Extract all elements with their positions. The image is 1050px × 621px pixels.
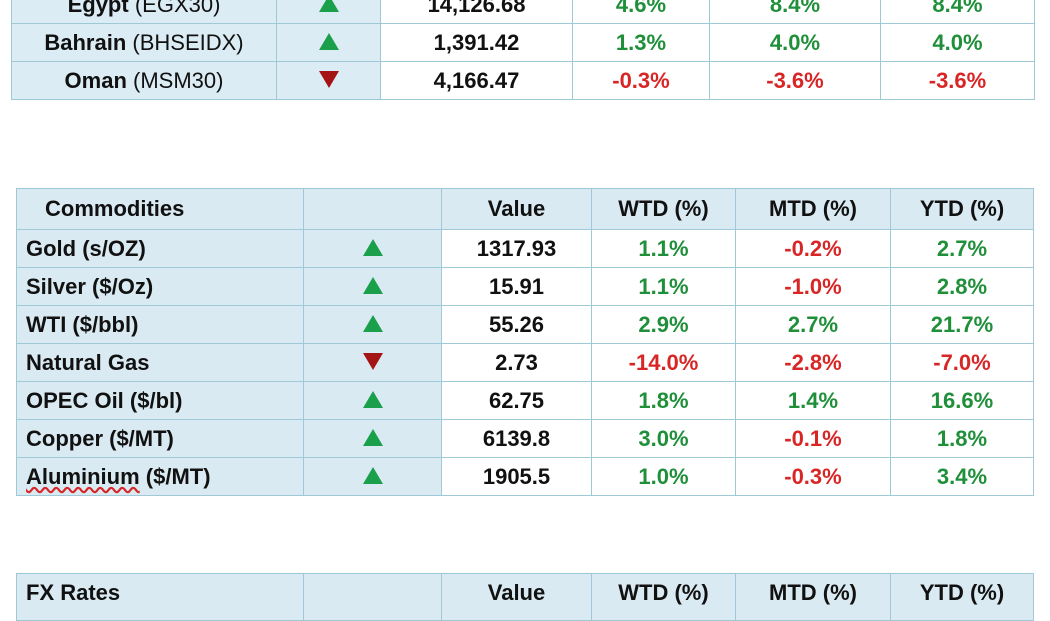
ytd-value: -7.0% [890, 343, 1034, 382]
wtd-value: 3.0% [591, 419, 736, 458]
table-header-row: Commodities Value WTD (%) MTD (%) YTD (%… [16, 188, 1034, 230]
commodities-table: Commodities Value WTD (%) MTD (%) YTD (%… [16, 188, 1034, 496]
header-blank [303, 573, 442, 621]
index-name-cell: Bahrain (BHSEIDX) [11, 23, 277, 62]
header-mtd: MTD (%) [735, 188, 891, 230]
index-name-cell: Oman (MSM30) [11, 61, 277, 100]
table-row: Gold (s/OZ) 1317.93 1.1% -0.2% 2.7% [16, 229, 1034, 268]
triangle-up-icon [362, 466, 383, 484]
wtd-value: 2.9% [591, 305, 736, 344]
wtd-value: -0.3% [572, 61, 710, 100]
index-value: 4,166.47 [380, 61, 573, 100]
direction-cell [303, 305, 442, 344]
spellcheck-word: Aluminium [26, 463, 140, 489]
header-wtd: WTD (%) [591, 573, 736, 621]
commodity-name: WTI ($/bbl) [16, 305, 304, 344]
commodity-value: 15.91 [441, 267, 592, 306]
wtd-value: 1.8% [591, 381, 736, 420]
header-value: Value [441, 573, 592, 621]
table-row: Copper ($/MT) 6139.8 3.0% -0.1% 1.8% [16, 419, 1034, 458]
header-ytd: YTD (%) [890, 188, 1034, 230]
direction-cell [303, 267, 442, 306]
triangle-down-icon [362, 352, 383, 370]
commodity-name: Silver ($/Oz) [16, 267, 304, 306]
ytd-value: 21.7% [890, 305, 1034, 344]
header-value: Value [441, 188, 592, 230]
commodity-name: Copper ($/MT) [16, 419, 304, 458]
wtd-value: 1.1% [591, 267, 736, 306]
direction-cell [303, 229, 442, 268]
mtd-value: 4.0% [709, 23, 881, 62]
header-blank [303, 188, 442, 230]
triangle-up-icon [318, 0, 339, 12]
commodity-name: OPEC Oil ($/bl) [16, 381, 304, 420]
direction-cell [303, 343, 442, 382]
mtd-value: 1.4% [735, 381, 891, 420]
ytd-value: 1.8% [890, 419, 1034, 458]
commodity-value: 2.73 [441, 343, 592, 382]
fx-rates-table: FX Rates Value WTD (%) MTD (%) YTD (%) [16, 573, 1034, 621]
index-name-cell: Egypt (EGX30) [11, 0, 277, 24]
table-row: Silver ($/Oz) 15.91 1.1% -1.0% 2.8% [16, 267, 1034, 306]
ytd-value: 4.0% [880, 23, 1035, 62]
wtd-value: 1.3% [572, 23, 710, 62]
table-header-row: FX Rates Value WTD (%) MTD (%) YTD (%) [16, 573, 1034, 621]
triangle-up-icon [362, 238, 383, 256]
table-row: WTI ($/bbl) 55.26 2.9% 2.7% 21.7% [16, 305, 1034, 344]
table-row: Aluminium ($/MT) 1905.5 1.0% -0.3% 3.4% [16, 457, 1034, 496]
header-commodities: Commodities [16, 188, 304, 230]
mtd-value: -3.6% [709, 61, 881, 100]
mtd-value: -2.8% [735, 343, 891, 382]
header-fx-rates: FX Rates [16, 573, 304, 621]
commodity-value: 62.75 [441, 381, 592, 420]
ytd-value: 2.7% [890, 229, 1034, 268]
header-wtd: WTD (%) [591, 188, 736, 230]
ytd-value: 2.8% [890, 267, 1034, 306]
mtd-value: -0.2% [735, 229, 891, 268]
header-ytd: YTD (%) [890, 573, 1034, 621]
direction-cell [276, 0, 381, 24]
table-row: Natural Gas 2.73 -14.0% -2.8% -7.0% [16, 343, 1034, 382]
triangle-up-icon [362, 276, 383, 294]
wtd-value: 1.1% [591, 229, 736, 268]
triangle-up-icon [318, 32, 339, 50]
mtd-value: -1.0% [735, 267, 891, 306]
commodity-name: Natural Gas [16, 343, 304, 382]
commodity-name: Aluminium ($/MT) [16, 457, 304, 496]
ytd-value: 3.4% [890, 457, 1034, 496]
ytd-value: -3.6% [880, 61, 1035, 100]
ytd-value: 8.4% [880, 0, 1035, 24]
table-row: Oman (MSM30) 4,166.47 -0.3% -3.6% -3.6% [11, 61, 1035, 100]
commodity-name: Gold (s/OZ) [16, 229, 304, 268]
mtd-value: 8.4% [709, 0, 881, 24]
direction-cell [303, 419, 442, 458]
table-row: OPEC Oil ($/bl) 62.75 1.8% 1.4% 16.6% [16, 381, 1034, 420]
header-mtd: MTD (%) [735, 573, 891, 621]
direction-cell [276, 61, 381, 100]
commodity-value: 6139.8 [441, 419, 592, 458]
triangle-up-icon [362, 428, 383, 446]
index-value: 14,126.68 [380, 0, 573, 24]
indices-table: Egypt (EGX30) 14,126.68 4.6% 8.4% 8.4% B… [11, 0, 1035, 100]
wtd-value: -14.0% [591, 343, 736, 382]
table-row: Egypt (EGX30) 14,126.68 4.6% 8.4% 8.4% [11, 0, 1035, 24]
mtd-value: 2.7% [735, 305, 891, 344]
wtd-value: 1.0% [591, 457, 736, 496]
triangle-up-icon [362, 314, 383, 332]
direction-cell [303, 381, 442, 420]
mtd-value: -0.3% [735, 457, 891, 496]
triangle-down-icon [318, 70, 339, 88]
mtd-value: -0.1% [735, 419, 891, 458]
wtd-value: 4.6% [572, 0, 710, 24]
direction-cell [276, 23, 381, 62]
ytd-value: 16.6% [890, 381, 1034, 420]
commodity-value: 1905.5 [441, 457, 592, 496]
commodity-value: 1317.93 [441, 229, 592, 268]
triangle-up-icon [362, 390, 383, 408]
index-value: 1,391.42 [380, 23, 573, 62]
commodity-value: 55.26 [441, 305, 592, 344]
table-row: Bahrain (BHSEIDX) 1,391.42 1.3% 4.0% 4.0… [11, 23, 1035, 62]
direction-cell [303, 457, 442, 496]
